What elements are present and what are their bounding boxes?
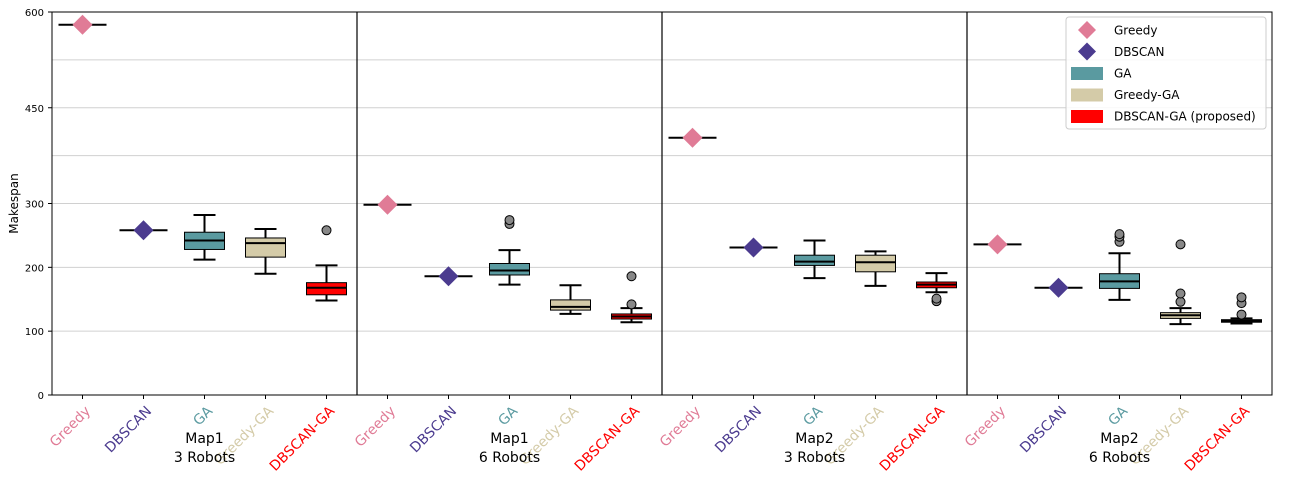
dbscan-diamond [133,220,154,241]
x-tick-label-greedy: Greedy [352,403,399,450]
dbscan-ga-outlier [1236,292,1247,303]
greedy-ga-box [855,254,896,273]
legend-box [1065,16,1267,130]
group-label-map: Map1 [490,431,528,447]
y-tick-label: 200 [25,263,44,274]
dbscan-ga-outlier [931,293,942,304]
y-tick-label: 100 [25,327,44,338]
greedy-ga-box [550,299,591,311]
x-tick-label-greedy: Greedy [962,403,1009,450]
legend-label: GA [1114,67,1132,81]
group-label-robots: 3 Robots [174,450,235,466]
legend-box-marker [1071,88,1103,102]
legend-box-marker [1071,67,1103,80]
x-tick-label-ga: GA [190,403,216,429]
dbscan-ga-outlier [321,225,332,236]
ga-box [489,263,530,276]
group-dividers [356,12,968,395]
y-tick-label: 0 [38,391,44,402]
group-label-robots: 6 Robots [1089,450,1150,466]
x-tick-label-dbscan: DBSCAN [407,403,460,456]
ga-box [794,254,835,266]
axes: 0 100 200 300 450 600 Makespan [7,8,1273,402]
greedy-ga-outlier [1175,239,1186,250]
group-label-map: Map2 [1100,431,1138,447]
x-tick-label-ga: GA [495,403,521,429]
legend-label: DBSCAN-GA (proposed) [1114,110,1256,124]
legend-diamond-marker [1078,42,1096,61]
x-tick-label-dbscan: DBSCAN [1017,403,1070,456]
legend-box-marker [1071,110,1103,123]
dbscan-diamond [438,266,459,287]
group-label-map: Map2 [795,431,833,447]
y-axis-label: Makespan [7,173,21,233]
plot-frame [51,11,1273,396]
dbscan-ga-outlier [626,299,637,310]
greedy-ga-outlier [1175,296,1186,307]
legend-label: Greedy [1114,24,1157,38]
plot-marks [58,14,1262,326]
x-tick-label-dbscan-ga: DBSCAN-GA [267,403,339,475]
dbscan-diamond [1048,277,1069,298]
y-tick-label: 300 [25,200,44,211]
x-tick-label-ga: GA [800,403,826,429]
y-tick-label: 450 [25,104,44,115]
legend: Greedy DBSCAN GA Greedy-GA DBSCAN-GA (propos… [1065,16,1267,130]
greedy-diamond [987,234,1008,255]
x-tick-label-dbscan-ga: DBSCAN-GA [877,403,949,475]
dbscan-diamond [743,237,764,258]
dbscan-ga-outlier [1236,309,1247,320]
ga-outlier [504,215,515,226]
group-label-map: Map1 [185,431,223,447]
x-tick-label-dbscan-ga: DBSCAN-GA [572,403,644,475]
group-label-robots: 6 Robots [479,450,540,466]
x-tick-label-dbscan: DBSCAN [102,403,155,456]
y-tick-label: 600 [25,8,44,19]
x-tick-label-ga: GA [1105,403,1131,429]
x-tick-label-dbscan-ga: DBSCAN-GA [1182,403,1254,475]
greedy-diamond [682,127,703,148]
legend-label: Greedy-GA [1114,88,1180,102]
group-label-robots: 3 Robots [784,450,845,466]
greedy-ga-box [245,237,286,258]
x-tick-label-greedy: Greedy [47,403,94,450]
x-tick-label-dbscan: DBSCAN [712,403,765,456]
ga-outlier [1114,229,1125,240]
greedy-diamond [72,14,93,35]
x-tick-label-greedy: Greedy [657,403,704,450]
greedy-ga-outlier [1175,288,1186,299]
dbscan-ga-outlier [626,271,637,282]
legend-diamond-marker [1078,21,1096,39]
greedy-diamond [377,194,398,215]
legend-label: DBSCAN [1114,45,1164,59]
